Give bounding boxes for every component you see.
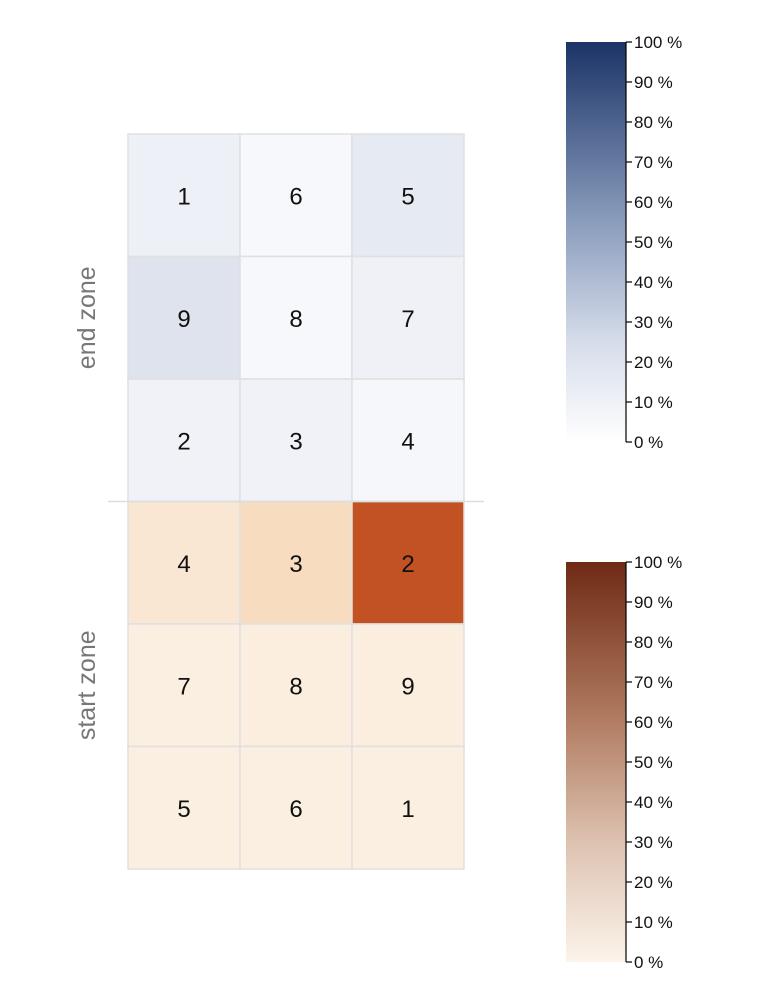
cell-label: 1 — [177, 183, 190, 210]
cell-label: 3 — [289, 551, 302, 578]
colorbar-tick-label: 0 % — [634, 433, 663, 452]
heatmap-cell — [351, 745, 465, 870]
cell-label: 9 — [401, 673, 414, 700]
cell-label: 8 — [289, 306, 302, 333]
heatmap-cell — [127, 745, 241, 870]
cell-label: 5 — [401, 183, 414, 210]
colorbar-tick-label: 70 % — [634, 673, 673, 692]
colorbar-tick-label: 60 % — [634, 193, 673, 212]
heatmap-cell — [239, 745, 353, 870]
colorbar-tick-label: 50 % — [634, 233, 673, 252]
colorbars: 0 % 10 % 20 % 30 % 40 % 50 % 60 % 70 % 80 % 90 % 1… — [566, 33, 682, 972]
colorbar-tick-label: 80 % — [634, 113, 673, 132]
cell-label: 2 — [177, 428, 190, 455]
heatmap-cell — [127, 623, 241, 748]
heatmap-grid: 1 6 5 9 8 7 2 3 4 4 3 2 7 8 9 5 6 1 — [108, 133, 484, 870]
cell-label: 3 — [289, 428, 302, 455]
heatmap-cell — [239, 623, 353, 748]
cell-label: 7 — [177, 673, 190, 700]
colorbar-tick-label: 60 % — [634, 713, 673, 732]
colorbar-tick-label: 20 % — [634, 353, 673, 372]
colorbar-tick-label: 40 % — [634, 793, 673, 812]
colorbar-tick-label: 70 % — [634, 153, 673, 172]
cell-label: 6 — [289, 183, 302, 210]
cell-label: 5 — [177, 796, 190, 823]
heatmap-cell — [239, 255, 353, 380]
colorbar-gradient — [566, 42, 626, 442]
heatmap-cell — [351, 255, 465, 380]
heatmap-cell — [127, 255, 241, 380]
colorbar-tick-label: 30 % — [634, 833, 673, 852]
colorbar-tick-label: 90 % — [634, 593, 673, 612]
colorbar-gradient — [566, 562, 626, 962]
colorbar-tick-label: 20 % — [634, 873, 673, 892]
heatmap-cell — [127, 133, 241, 258]
cell-label: 4 — [177, 551, 190, 578]
heatmap-cell — [351, 623, 465, 748]
zone-label: end zone — [73, 266, 101, 369]
cell-label: 1 — [401, 796, 414, 823]
colorbar-tick-label: 100 % — [634, 553, 682, 572]
colorbar-tick-label: 0 % — [634, 953, 663, 972]
heatmap-cell — [239, 378, 353, 503]
colorbar-tick-label: 10 % — [634, 393, 673, 412]
heatmap-cell — [351, 500, 465, 625]
colorbar-tick-label: 80 % — [634, 633, 673, 652]
cell-label: 7 — [401, 306, 414, 333]
heatmap-cell — [239, 133, 353, 258]
colorbar-tick-label: 50 % — [634, 753, 673, 772]
cell-label: 2 — [401, 551, 414, 578]
heatmap-cell — [127, 500, 241, 625]
colorbar-tick-label: 90 % — [634, 73, 673, 92]
cell-label: 4 — [401, 428, 414, 455]
zone-label: start zone — [73, 630, 101, 740]
colorbar-tick-label: 40 % — [634, 273, 673, 292]
colorbar-tick-label: 100 % — [634, 33, 682, 52]
zone-labels: end zone start zone — [73, 266, 101, 740]
cell-label: 6 — [289, 796, 302, 823]
colorbar-tick-label: 10 % — [634, 913, 673, 932]
colorbar-tick-label: 30 % — [634, 313, 673, 332]
cell-label: 8 — [289, 673, 302, 700]
cell-label: 9 — [177, 306, 190, 333]
heatmap-cell — [351, 133, 465, 258]
